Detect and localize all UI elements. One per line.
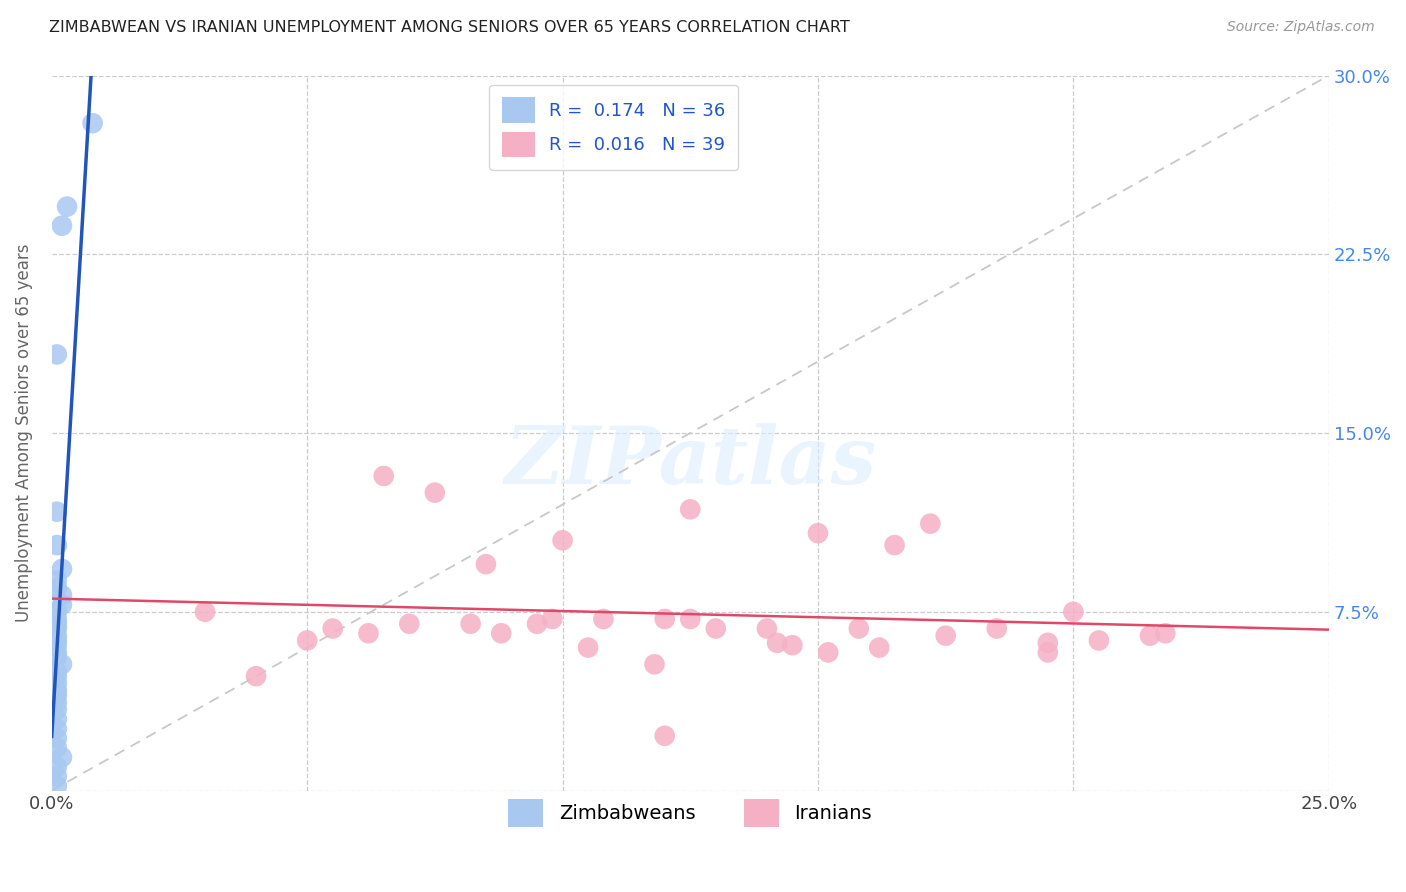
- Point: [45, 712, 67, 726]
- Point: [45, 622, 67, 636]
- Point: [45, 605, 67, 619]
- Point: [45, 695, 67, 709]
- Point: [679, 612, 702, 626]
- Point: [45, 740, 67, 755]
- Point: [423, 485, 446, 500]
- Point: [51, 588, 73, 602]
- Point: [679, 502, 702, 516]
- Point: [541, 612, 564, 626]
- Point: [45, 650, 67, 665]
- Point: [56, 200, 79, 214]
- Point: [45, 347, 67, 361]
- Point: [51, 219, 73, 233]
- Point: [848, 622, 870, 636]
- Point: [45, 574, 67, 588]
- Point: [45, 538, 67, 552]
- Point: [782, 638, 804, 652]
- Point: [194, 605, 217, 619]
- Point: [45, 683, 67, 698]
- Point: [1139, 629, 1161, 643]
- Point: [45, 612, 67, 626]
- Point: [45, 722, 67, 736]
- Point: [1062, 605, 1084, 619]
- Point: [592, 612, 614, 626]
- Point: [45, 676, 67, 690]
- Point: [45, 581, 67, 595]
- Point: [807, 526, 830, 541]
- Point: [45, 633, 67, 648]
- Point: [45, 645, 67, 659]
- Point: [45, 769, 67, 783]
- Point: [654, 612, 676, 626]
- Point: [475, 557, 498, 571]
- Point: [817, 645, 839, 659]
- Point: [868, 640, 890, 655]
- Point: [45, 505, 67, 519]
- Point: [398, 616, 420, 631]
- Point: [45, 702, 67, 716]
- Point: [45, 616, 67, 631]
- Point: [460, 616, 482, 631]
- Point: [51, 657, 73, 672]
- Point: [51, 750, 73, 764]
- Point: [45, 779, 67, 793]
- Point: [654, 729, 676, 743]
- Point: [766, 636, 789, 650]
- Point: [755, 622, 778, 636]
- Point: [644, 657, 666, 672]
- Point: [82, 116, 104, 130]
- Point: [986, 622, 1008, 636]
- Point: [45, 669, 67, 683]
- Point: [45, 629, 67, 643]
- Point: [373, 469, 395, 483]
- Point: [1036, 645, 1059, 659]
- Point: [45, 731, 67, 746]
- Point: [245, 669, 267, 683]
- Point: [920, 516, 942, 531]
- Point: [883, 538, 905, 552]
- Point: [1036, 636, 1059, 650]
- Text: ZIMBABWEAN VS IRANIAN UNEMPLOYMENT AMONG SENIORS OVER 65 YEARS CORRELATION CHART: ZIMBABWEAN VS IRANIAN UNEMPLOYMENT AMONG…: [49, 20, 851, 35]
- Point: [357, 626, 380, 640]
- Point: [45, 665, 67, 679]
- Point: [1154, 626, 1177, 640]
- Y-axis label: Unemployment Among Seniors over 65 years: Unemployment Among Seniors over 65 years: [15, 244, 32, 623]
- Point: [45, 688, 67, 702]
- Point: [1088, 633, 1111, 648]
- Point: [51, 598, 73, 612]
- Point: [322, 622, 344, 636]
- Text: ZIPatlas: ZIPatlas: [505, 423, 876, 500]
- Point: [551, 533, 574, 548]
- Point: [491, 626, 513, 640]
- Point: [45, 760, 67, 774]
- Point: [935, 629, 957, 643]
- Legend: Zimbabweans, Iranians: Zimbabweans, Iranians: [501, 791, 880, 835]
- Point: [526, 616, 548, 631]
- Text: Source: ZipAtlas.com: Source: ZipAtlas.com: [1227, 20, 1375, 34]
- Point: [51, 562, 73, 576]
- Point: [295, 633, 318, 648]
- Point: [704, 622, 727, 636]
- Point: [576, 640, 599, 655]
- Point: [45, 638, 67, 652]
